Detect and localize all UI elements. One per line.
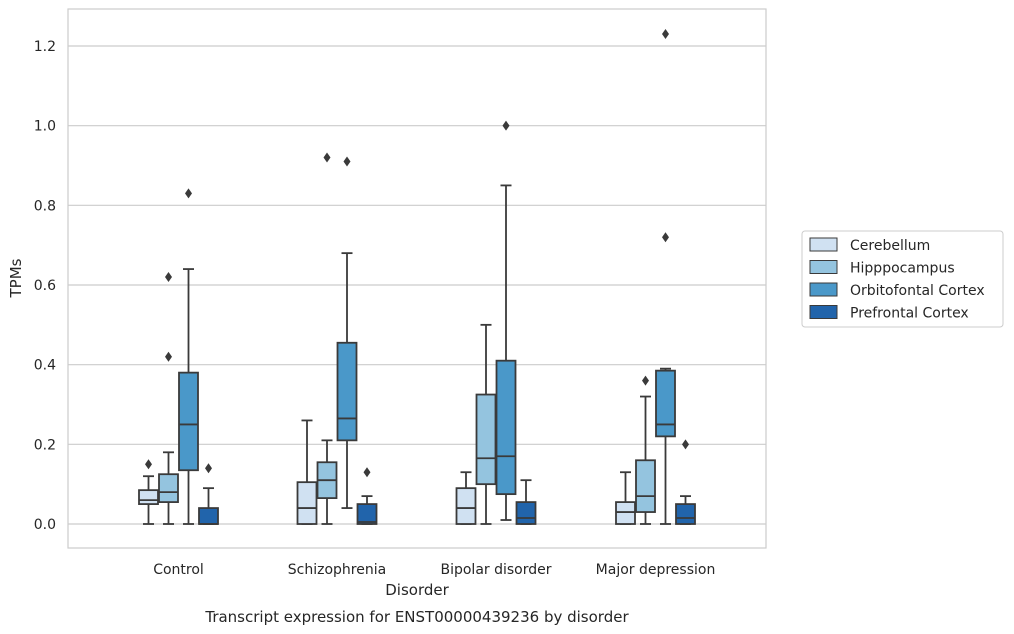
box xyxy=(336,341,358,442)
outlier-point xyxy=(205,463,212,474)
x-tick-label: Schizophrenia xyxy=(288,562,386,578)
outlier-point xyxy=(502,120,510,131)
legend-label: Prefrontal Cortex xyxy=(850,306,969,322)
x-axis-label: Disorder xyxy=(385,581,449,599)
outlier-point xyxy=(662,29,669,40)
box-group xyxy=(178,188,199,525)
x-tick-label: Major depression xyxy=(596,562,716,578)
y-axis-ticks: 0.0 0.2 0.4 0.6 0.8 1.0 1.2 xyxy=(34,39,56,533)
legend-swatch xyxy=(809,305,838,319)
legend-frame xyxy=(801,230,1004,328)
legend-swatch xyxy=(809,260,838,274)
y-tick-label: 1.0 xyxy=(34,119,56,135)
y-tick-label: 0.0 xyxy=(34,517,56,533)
box xyxy=(675,503,696,525)
legend-label: Hipppocampus xyxy=(850,261,955,277)
box-group xyxy=(336,156,358,509)
outlier-point xyxy=(642,375,649,386)
outlier-point xyxy=(145,459,152,470)
box-group xyxy=(455,471,477,525)
box xyxy=(615,501,636,525)
box-group xyxy=(158,272,179,525)
box xyxy=(475,393,497,486)
x-tick-label: Control xyxy=(153,562,204,578)
y-tick-label: 0.8 xyxy=(34,198,56,214)
box-group xyxy=(495,120,517,521)
box xyxy=(455,487,477,525)
legend-label: Cerebellum xyxy=(850,238,930,254)
box xyxy=(515,501,537,525)
legend-swatch xyxy=(809,282,838,297)
box-group xyxy=(655,29,676,525)
chart-title: Transcript expression for ENST0000043923… xyxy=(204,608,629,626)
box-group xyxy=(356,467,378,525)
outlier-point xyxy=(165,351,172,362)
outlier-point xyxy=(185,188,192,199)
box xyxy=(296,481,318,525)
box xyxy=(655,369,676,438)
box-group xyxy=(475,323,497,525)
outlier-point xyxy=(662,232,669,243)
box-group xyxy=(635,375,656,525)
x-axis-ticks: Control Schizophrenia Bipolar disorder Majo… xyxy=(153,562,715,578)
outlier-point xyxy=(165,272,172,283)
box xyxy=(198,507,219,525)
box-series xyxy=(138,29,696,525)
legend-swatch xyxy=(809,237,838,252)
outlier-point xyxy=(343,156,351,167)
y-tick-label: 1.2 xyxy=(34,39,56,55)
box-group xyxy=(316,152,338,525)
box xyxy=(178,371,199,472)
y-tick-label: 0.6 xyxy=(34,278,56,294)
box-group xyxy=(138,459,159,525)
plot-area xyxy=(67,8,767,549)
legend-label: Orbitofontal Cortex xyxy=(850,283,985,299)
outlier-point xyxy=(363,467,371,478)
box-group xyxy=(675,439,696,525)
box xyxy=(138,489,159,505)
legend: Cerebellum Hipppocampus Orbitofontal Corte… xyxy=(801,230,1004,328)
box-group xyxy=(615,471,636,525)
box-group xyxy=(198,463,219,525)
box xyxy=(158,473,179,503)
outlier-point xyxy=(323,152,331,163)
y-tick-label: 0.2 xyxy=(34,437,56,453)
y-tick-label: 0.4 xyxy=(34,358,56,374)
y-axis-label: TPMs xyxy=(7,258,25,298)
box-group xyxy=(296,419,318,525)
x-tick-label: Bipolar disorder xyxy=(440,562,551,578)
box-group xyxy=(515,479,537,525)
box xyxy=(635,459,656,513)
outlier-point xyxy=(682,439,689,450)
box xyxy=(356,503,378,525)
box xyxy=(495,359,517,496)
